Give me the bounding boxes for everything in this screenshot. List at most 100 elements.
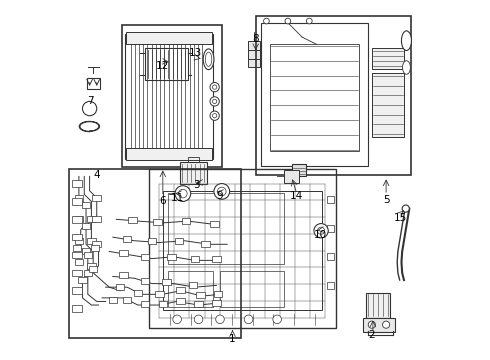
Bar [93,241,101,247]
Circle shape [213,85,217,89]
Bar [327,282,334,289]
Bar [189,282,197,288]
Bar [73,245,81,251]
Ellipse shape [402,61,411,74]
Text: 3: 3 [194,180,200,190]
Bar [128,217,137,223]
Bar [73,270,82,276]
Bar [372,48,404,69]
Circle shape [213,113,217,118]
Text: 8: 8 [252,34,259,44]
Bar [180,162,207,184]
Text: 7: 7 [87,96,94,107]
Text: 5: 5 [383,195,390,204]
Bar [284,170,298,183]
Text: 15: 15 [394,212,407,222]
Circle shape [264,18,270,24]
Bar [145,48,188,80]
Text: 11: 11 [171,193,184,203]
Bar [87,263,96,269]
Bar [327,196,334,203]
Bar [174,238,183,244]
Bar [247,59,260,67]
Bar [123,236,131,242]
Circle shape [214,184,230,199]
Bar [210,221,219,227]
Bar [69,169,242,338]
Bar [126,148,212,160]
Bar [109,297,117,303]
Bar [141,278,149,284]
Bar [73,288,82,294]
Bar [256,16,411,175]
Text: 12: 12 [156,61,170,71]
Circle shape [285,18,291,24]
Circle shape [383,321,390,328]
Circle shape [273,315,281,324]
Text: 14: 14 [290,191,303,201]
Circle shape [194,315,203,324]
Bar [212,300,220,306]
Bar [327,225,334,232]
Bar [82,202,90,208]
Bar [141,254,149,260]
Text: 2: 2 [368,330,375,341]
Bar [119,250,128,256]
Bar [87,238,96,244]
Bar [73,252,82,258]
Text: 13: 13 [188,48,201,58]
Ellipse shape [203,49,214,69]
Ellipse shape [401,31,412,50]
Bar [153,219,162,225]
Bar [176,298,185,304]
Bar [87,78,99,89]
Bar [78,277,87,283]
Bar [74,216,83,222]
Bar [162,279,171,285]
Circle shape [245,315,253,324]
Bar [74,238,83,244]
Bar [176,287,185,293]
Bar [93,216,101,222]
Bar [155,291,164,297]
Text: 9: 9 [217,191,223,201]
Bar [363,318,395,332]
Bar [214,291,222,297]
Circle shape [213,99,217,104]
Bar [125,33,213,158]
Bar [119,272,128,278]
Bar [270,44,359,152]
Bar [148,238,156,244]
Circle shape [306,18,312,24]
Bar [116,284,124,290]
Bar [247,41,260,50]
Bar [91,245,99,251]
Bar [74,259,83,265]
Bar [73,180,82,187]
Bar [372,73,404,137]
Bar [73,305,82,312]
Circle shape [173,315,181,324]
Bar [327,253,334,260]
Circle shape [210,82,220,92]
Circle shape [175,186,191,202]
Bar [168,193,284,264]
Bar [220,271,284,307]
Bar [261,23,368,166]
Bar [196,292,205,298]
Bar [123,297,131,303]
Text: 10: 10 [314,230,326,240]
Bar [212,256,220,262]
Bar [122,24,222,167]
Bar [83,270,92,276]
Circle shape [402,205,409,212]
Circle shape [218,187,226,196]
Bar [73,216,82,222]
Bar [82,248,90,255]
Circle shape [314,224,328,238]
Circle shape [318,227,325,234]
Bar [191,256,199,262]
Bar [134,289,142,296]
Bar [163,191,322,310]
Bar [141,301,149,307]
